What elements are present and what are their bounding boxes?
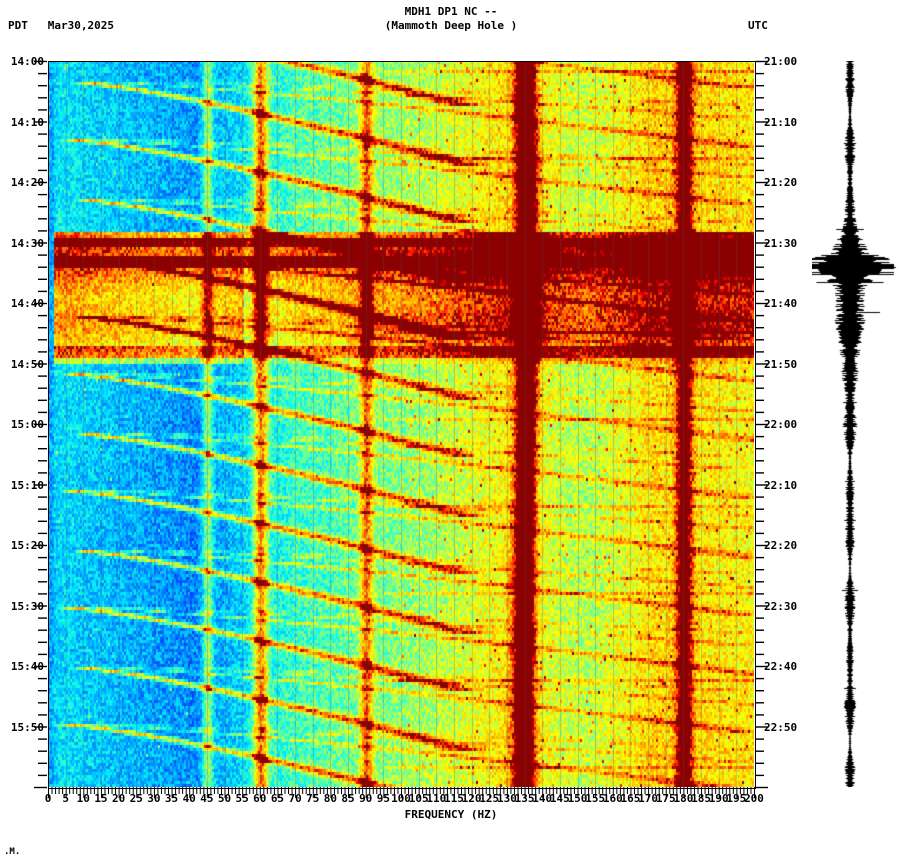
time-tick-label-utc: 22:20 (764, 539, 798, 552)
frequency-tick-label: 195 (726, 792, 747, 805)
frequency-tick-label: 15 (94, 792, 108, 805)
frequency-tick-label: 100 (391, 792, 411, 805)
frequency-tick-label: 130 (496, 792, 517, 805)
time-tick-label-utc: 22:10 (764, 478, 798, 492)
frequency-tick-label: 190 (708, 792, 729, 805)
frequency-tick-label: 25 (129, 792, 143, 805)
seismogram-canvas[interactable] (812, 61, 900, 787)
spectrogram-plot[interactable] (48, 61, 754, 787)
frequency-tick-label: 200 (744, 792, 764, 805)
corner-artifact-mark: .M. (4, 847, 21, 857)
frequency-tick-label: 70 (288, 792, 302, 805)
frequency-tick-label: 105 (408, 792, 429, 805)
frequency-tick-label: 20 (111, 792, 126, 805)
time-tick-label-pdt: 14:00 (10, 55, 44, 68)
frequency-tick-label: 180 (673, 792, 694, 805)
frequency-tick-label: 145 (549, 792, 570, 805)
time-tick-label-pdt: 14:30 (10, 236, 44, 250)
frequency-tick-label: 185 (691, 792, 711, 805)
frequency-tick-label: 150 (567, 792, 588, 805)
time-tick-label-pdt: 15:30 (10, 599, 44, 613)
frequency-tick-label: 10 (76, 792, 90, 805)
time-tick-label-pdt: 15:50 (10, 720, 44, 734)
frequency-tick-label: 160 (602, 792, 623, 805)
time-tick-label-pdt: 15:20 (10, 539, 44, 552)
frequency-tick-label: 140 (532, 792, 553, 805)
seismogram-trace[interactable] (812, 61, 900, 787)
time-tick-label-pdt: 14:10 (10, 115, 44, 129)
frequency-tick-label: 155 (585, 792, 606, 805)
frequency-tick-label: 35 (164, 792, 179, 805)
frequency-tick-label: 5 (62, 792, 69, 805)
frequency-tick-label: 0 (44, 792, 52, 805)
time-tick-label-utc: 21:00 (764, 55, 798, 68)
time-tick-label-utc: 22:40 (764, 660, 798, 673)
frequency-tick-label: 30 (147, 792, 161, 805)
frequency-tick-label: 50 (217, 792, 232, 805)
spectrogram-canvas[interactable] (48, 61, 754, 787)
frequency-tick-label: 115 (444, 792, 464, 805)
time-tick-label-pdt: 15:00 (10, 418, 44, 431)
frequency-tick-label: 40 (182, 792, 196, 805)
time-tick-label-utc: 21:40 (764, 297, 798, 310)
header-local-timezone-date: PDT Mar30,2025 (8, 19, 114, 32)
time-tick-label-utc: 21:20 (764, 176, 798, 189)
page-title-station: MDH1 DP1 NC -- (404, 5, 498, 18)
time-tick-label-pdt: 14:20 (10, 176, 44, 189)
time-tick-label-utc: 21:50 (764, 357, 798, 371)
header-utc-label: UTC (748, 19, 768, 32)
frequency-tick-label: 45 (200, 792, 214, 805)
frequency-tick-label: 110 (426, 792, 447, 805)
time-tick-label-pdt: 14:50 (10, 357, 44, 371)
frequency-tick-label: 80 (323, 792, 338, 805)
frequency-tick-label: 55 (235, 792, 249, 805)
page-title-station-name: (Mammoth Deep Hole ) (384, 19, 518, 32)
time-tick-label-utc: 21:30 (764, 236, 798, 250)
time-tick-label-utc: 21:10 (764, 115, 798, 129)
frequency-tick-label: 75 (306, 792, 320, 805)
time-tick-label-utc: 22:50 (764, 720, 798, 734)
frequency-tick-label: 60 (253, 792, 267, 805)
frequency-tick-label: 125 (479, 792, 500, 805)
frequency-tick-label: 90 (359, 792, 373, 805)
frequency-tick-label: 135 (514, 792, 535, 805)
frequency-axis-title: FREQUENCY (HZ) (404, 808, 498, 821)
frequency-tick-label: 120 (461, 792, 482, 805)
time-tick-label-utc: 22:00 (764, 418, 798, 431)
time-tick-label-pdt: 15:10 (10, 478, 44, 492)
time-tick-label-utc: 22:30 (764, 599, 798, 613)
frequency-tick-label: 65 (270, 792, 285, 805)
time-tick-label-pdt: 14:40 (10, 297, 44, 310)
frequency-tick-label: 175 (655, 792, 676, 805)
frequency-tick-label: 165 (620, 792, 641, 805)
frequency-tick-label: 95 (376, 792, 390, 805)
time-tick-label-pdt: 15:40 (10, 660, 44, 673)
frequency-tick-label: 85 (341, 792, 355, 805)
frequency-tick-label: 170 (638, 792, 659, 805)
